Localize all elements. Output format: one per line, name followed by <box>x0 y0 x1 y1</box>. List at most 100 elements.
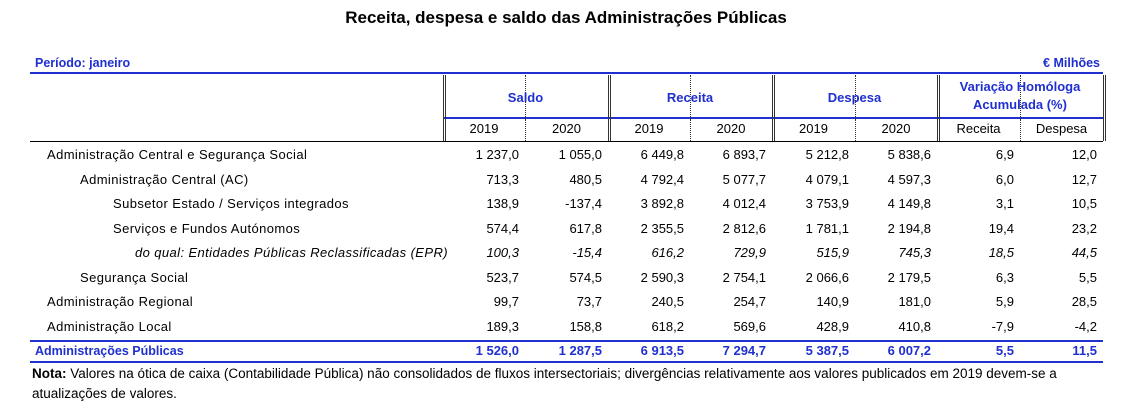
total-value: 1 287,5 <box>558 343 602 358</box>
subheader: 2019 <box>634 121 664 136</box>
cell-value: 3 892,8 <box>640 196 684 211</box>
cell-value: 1 237,0 <box>475 147 519 162</box>
cell-value: -137,4 <box>565 196 602 211</box>
cell-value: 569,6 <box>733 318 766 334</box>
cell-value: 23,2 <box>1071 220 1097 236</box>
cell-value: 4 012,4 <box>722 196 766 211</box>
cell-value: 189,3 <box>486 318 519 334</box>
cell-value: -7,9 <box>991 318 1014 334</box>
cell-value: 5 212,8 <box>805 147 849 162</box>
total-value: 7 294,7 <box>722 343 766 358</box>
cell-value: 523,7 <box>486 269 519 285</box>
cell-value: 99,7 <box>493 294 519 309</box>
separator <box>855 75 856 141</box>
total-value: 5,5 <box>995 343 1014 358</box>
row-label: Serviços e Fundos Autónomos <box>113 220 301 236</box>
cell-value: 2 066,6 <box>805 269 849 285</box>
total-value: 5 387,5 <box>805 343 849 358</box>
subheader: 2020 <box>881 121 911 136</box>
row-label: Subsetor Estado / Serviços integrados <box>113 196 349 211</box>
cell-value: 73,7 <box>576 294 602 309</box>
row-label: Administração Regional <box>47 294 194 309</box>
title: Receita, despesa e saldo das Administraç… <box>345 8 787 27</box>
cell-value: 28,5 <box>1071 294 1097 309</box>
cell-value: -4,2 <box>1074 318 1097 334</box>
row-label: do qual: Entidades Públicas Reclassifica… <box>135 245 448 260</box>
cell-value: 18,5 <box>988 245 1014 260</box>
cell-value: 6 449,8 <box>640 147 684 162</box>
cell-value: 480,5 <box>569 171 602 187</box>
cell-value: 240,5 <box>651 294 684 309</box>
cell-value: 2 590,3 <box>640 269 684 285</box>
group-header: Despesa <box>827 90 882 105</box>
separator <box>937 75 940 141</box>
cell-value: 19,4 <box>988 220 1014 236</box>
subheader: 2019 <box>469 121 499 136</box>
period: Período: janeiro <box>35 56 131 70</box>
separator <box>1103 75 1106 141</box>
row-label: Segurança Social <box>80 269 189 285</box>
cell-value: 5 838,6 <box>887 147 931 162</box>
cell-value: 5 077,7 <box>722 171 766 187</box>
subheader: Despesa <box>1035 121 1088 136</box>
cell-value: 100,3 <box>486 245 519 260</box>
separator <box>525 119 526 141</box>
cell-value: 10,5 <box>1071 196 1097 211</box>
cell-value: 1 781,1 <box>805 220 849 236</box>
subheader: Receita <box>956 121 1001 136</box>
group-header: Variação Homóloga Acumulada (%) <box>959 79 1081 112</box>
cell-value: 5,9 <box>995 294 1014 309</box>
rule <box>30 72 1103 74</box>
cell-value: 44,5 <box>1071 245 1097 260</box>
cell-value: 745,3 <box>898 245 931 260</box>
cell-value: -15,4 <box>572 245 602 260</box>
cell-value: 2 812,6 <box>722 220 766 236</box>
rule <box>30 361 1103 363</box>
cell-value: 618,2 <box>651 318 684 334</box>
cell-value: 2 754,1 <box>722 269 766 285</box>
separator <box>1020 75 1021 141</box>
cell-value: 6,9 <box>995 147 1014 162</box>
cell-value: 3 753,9 <box>805 196 849 211</box>
note: Nota: Valores na ótica de caixa (Contabi… <box>32 364 1107 402</box>
rule <box>30 340 1103 342</box>
separator <box>690 75 691 141</box>
cell-value: 158,8 <box>569 318 602 334</box>
total-label: Administrações Públicas <box>35 344 184 358</box>
cell-value: 713,3 <box>486 171 519 187</box>
cell-value: 410,8 <box>898 318 931 334</box>
separator <box>855 119 856 141</box>
unit: € Milhões <box>1043 56 1100 70</box>
cell-value: 6 893,7 <box>722 147 766 162</box>
note-text: Valores na ótica de caixa (Contabilidade… <box>32 366 1057 401</box>
row-label: Administração Central e Segurança Social <box>47 147 308 162</box>
separator <box>772 75 775 141</box>
cell-value: 6,3 <box>995 269 1014 285</box>
cell-value: 4 792,4 <box>640 171 684 187</box>
cell-value: 515,9 <box>816 245 849 260</box>
cell-value: 574,5 <box>569 269 602 285</box>
cell-value: 181,0 <box>898 294 931 309</box>
cell-value: 617,8 <box>569 220 602 236</box>
cell-value: 138,9 <box>486 196 519 211</box>
cell-value: 12,0 <box>1071 147 1097 162</box>
cell-value: 12,7 <box>1071 171 1097 187</box>
subheader: 2020 <box>716 121 746 136</box>
cell-value: 4 597,3 <box>887 171 931 187</box>
total-value: 6 007,2 <box>887 343 931 358</box>
row-label: Administração Local <box>47 318 172 334</box>
cell-value: 574,4 <box>486 220 519 236</box>
separator <box>443 75 446 141</box>
subheader: 2020 <box>552 121 581 136</box>
subheader: 2019 <box>799 121 828 136</box>
cell-value: 4 079,1 <box>805 171 849 187</box>
rule <box>30 141 1103 142</box>
group-header: Saldo <box>507 90 544 105</box>
cell-value: 4 149,8 <box>887 196 931 211</box>
cell-value: 2 194,8 <box>887 220 931 236</box>
row-label: Administração Central (AC) <box>80 171 249 187</box>
cell-value: 2 355,5 <box>640 220 684 236</box>
cell-value: 6,0 <box>995 171 1014 187</box>
cell-value: 2 179,5 <box>887 269 931 285</box>
